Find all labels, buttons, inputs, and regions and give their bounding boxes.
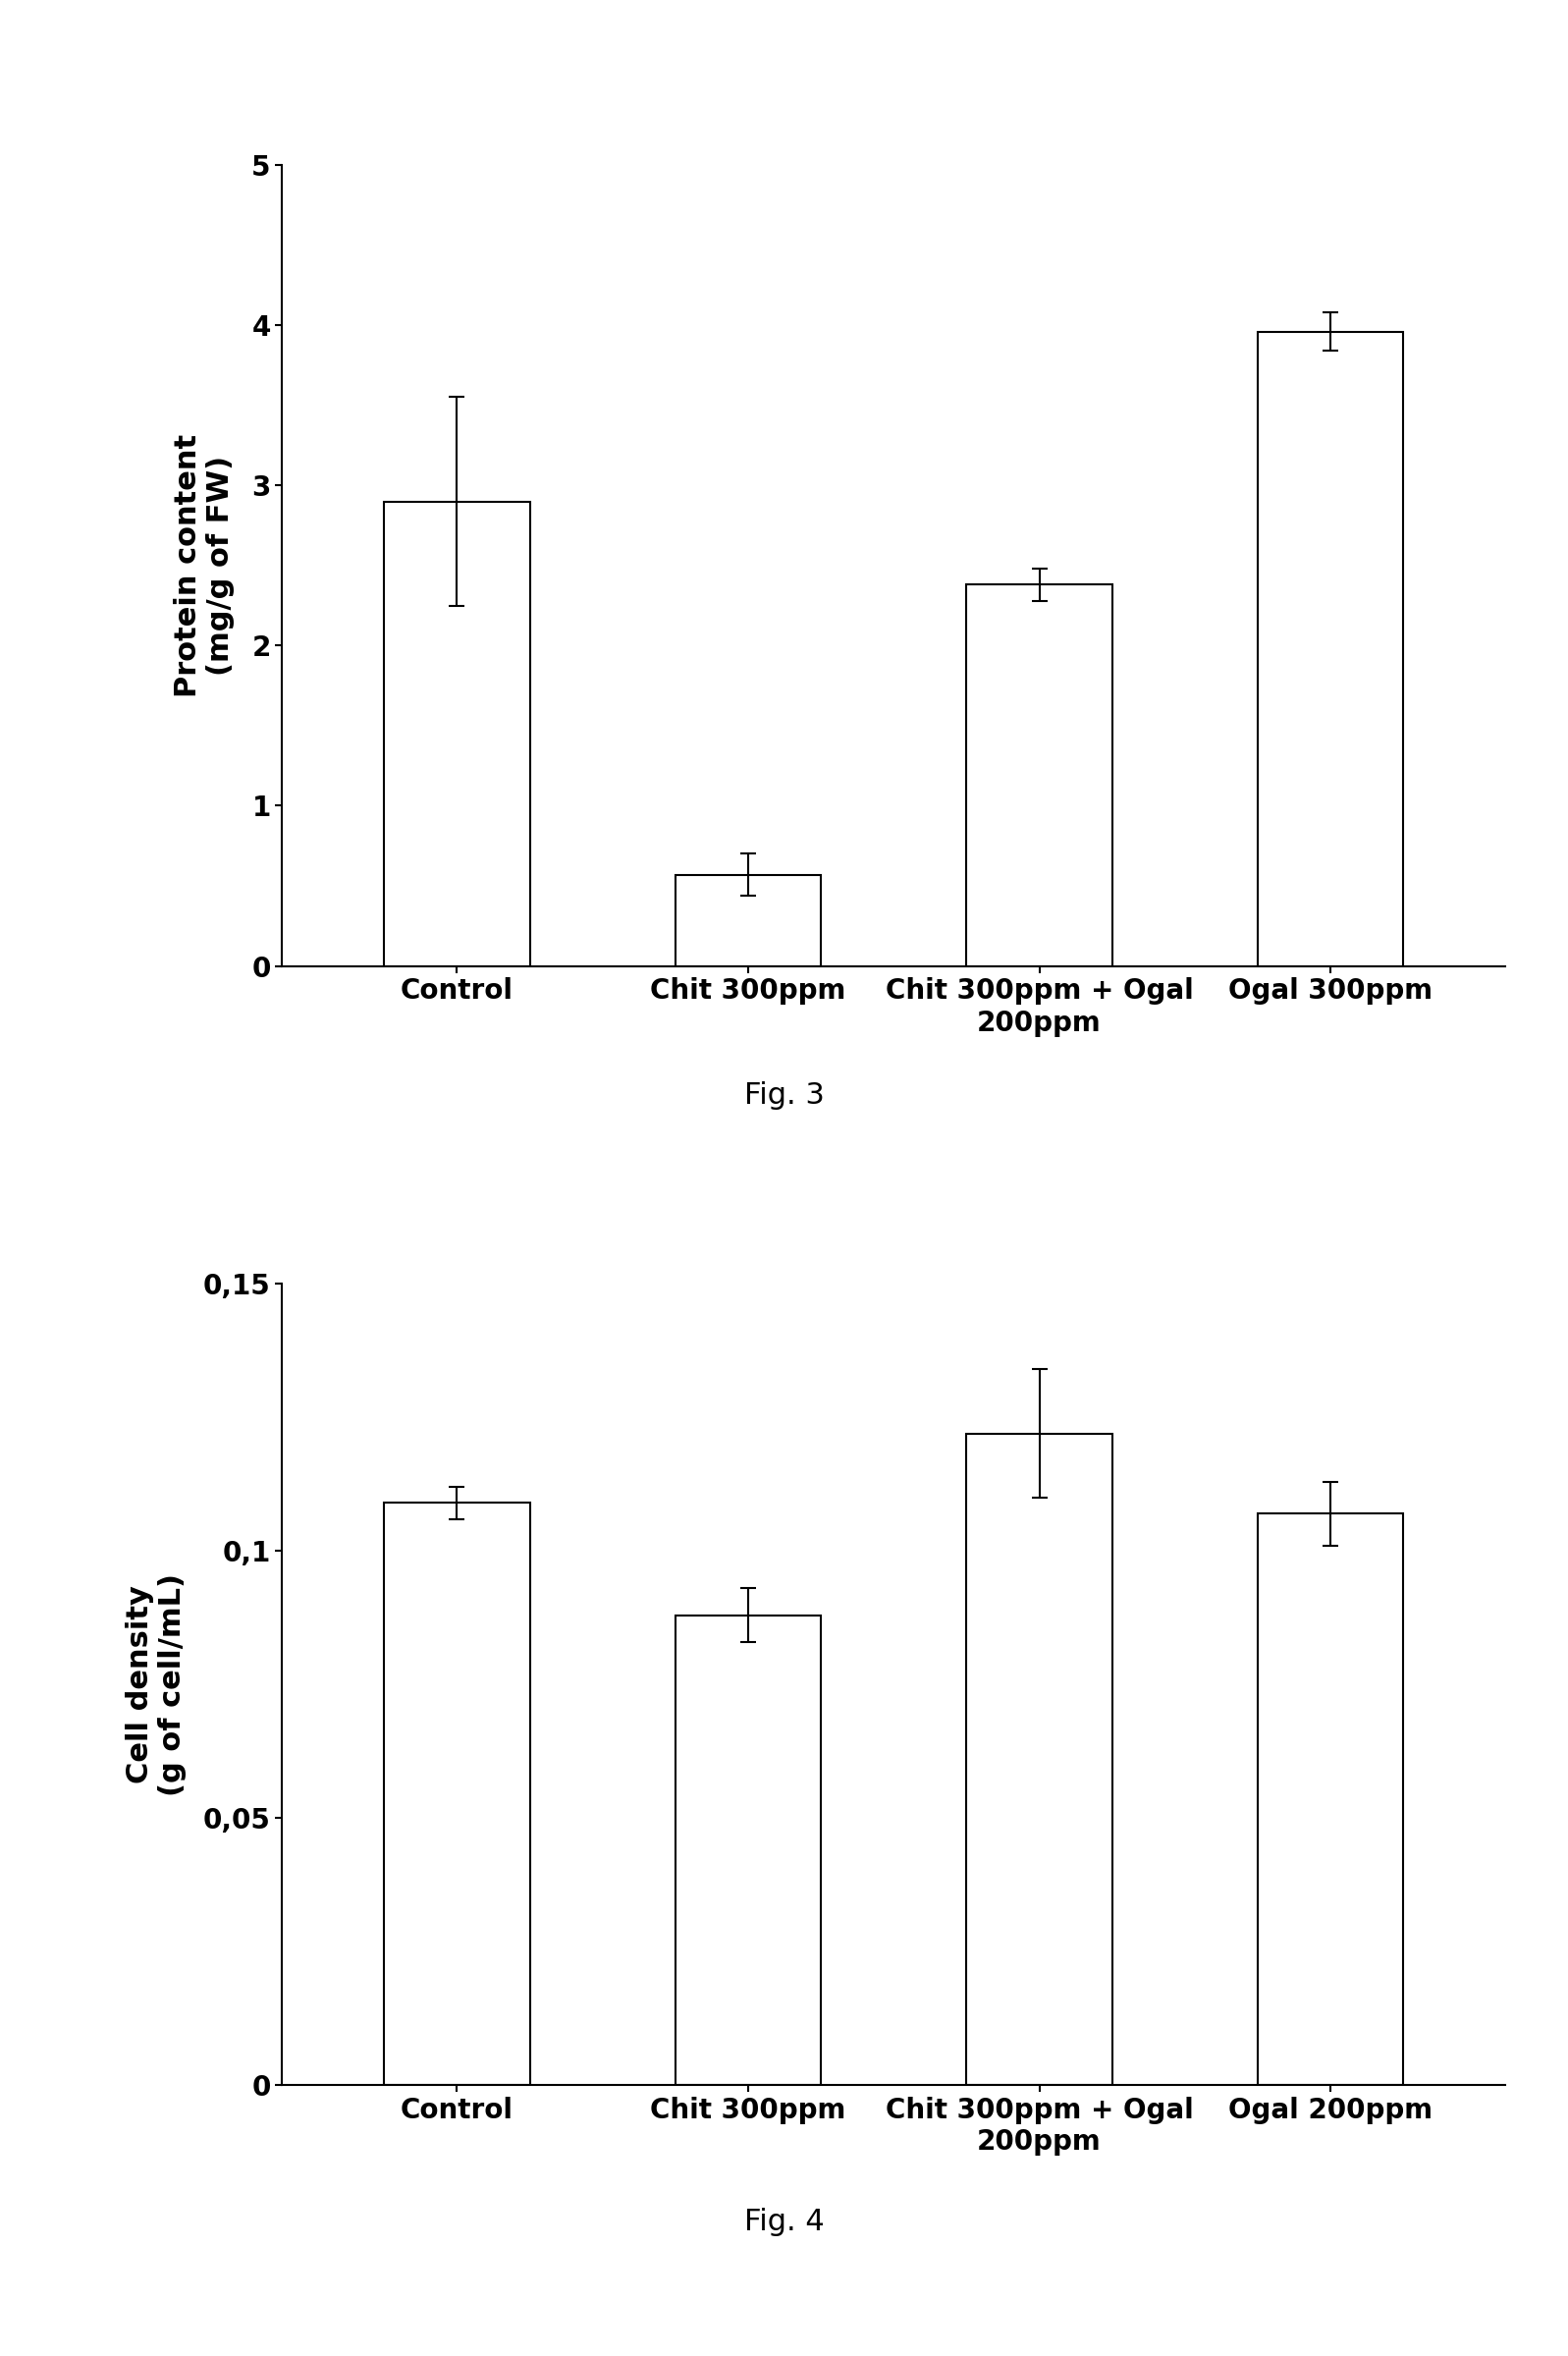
Bar xyxy=(676,874,822,966)
Y-axis label: Protein content
(mg/g of FW): Protein content (mg/g of FW) xyxy=(174,434,235,697)
Bar xyxy=(1258,1513,1403,2085)
Bar xyxy=(676,1616,822,2085)
Bar xyxy=(966,584,1112,966)
Text: Fig. 3: Fig. 3 xyxy=(743,1081,825,1110)
Y-axis label: Cell density
(g of cell/mL): Cell density (g of cell/mL) xyxy=(125,1574,187,1795)
Bar xyxy=(384,502,530,966)
Bar xyxy=(1258,332,1403,966)
Text: Fig. 4: Fig. 4 xyxy=(743,2208,825,2236)
Bar xyxy=(966,1432,1112,2085)
Bar xyxy=(384,1503,530,2085)
